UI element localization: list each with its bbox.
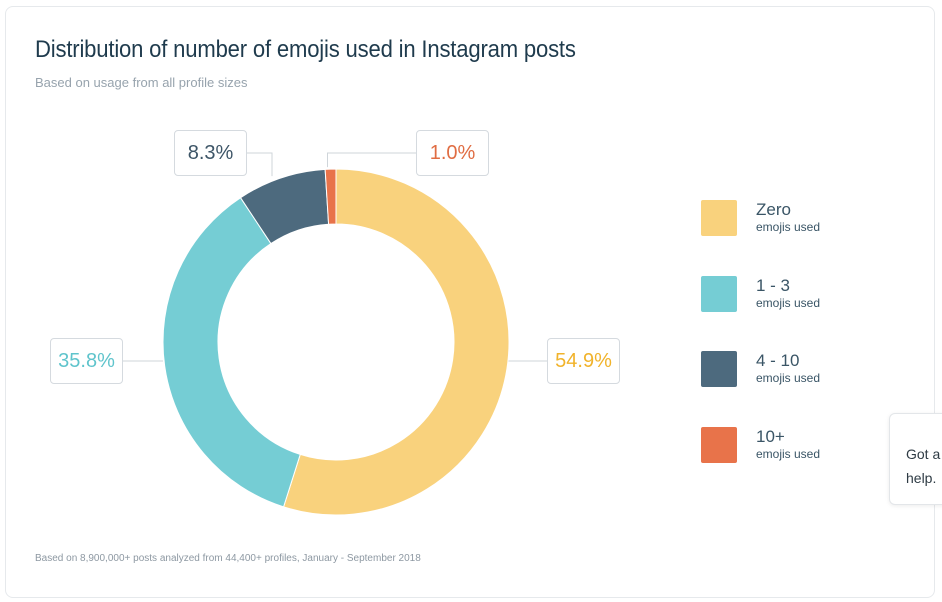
legend-swatch xyxy=(701,276,737,312)
data-label: 8.3% xyxy=(174,130,247,176)
callout-leader-line xyxy=(327,152,416,168)
chat-widget-line: Got a xyxy=(906,446,941,462)
legend-swatch xyxy=(701,427,737,463)
legend-label: 10+ xyxy=(756,427,785,446)
donut-slice-10- xyxy=(324,168,337,225)
legend-sublabel: emojis used xyxy=(756,447,821,461)
donut-slice-zero xyxy=(282,168,510,516)
legend-sublabel: emojis used xyxy=(756,371,821,385)
chart-title: Distribution of number of emojis used in… xyxy=(35,36,576,63)
legend-swatch xyxy=(701,351,737,387)
legend-label: Zero xyxy=(756,200,791,219)
chat-widget[interactable]: Got a help. xyxy=(889,413,942,505)
chart-footnote: Based on 8,900,000+ posts analyzed from … xyxy=(35,553,421,564)
legend-swatch xyxy=(701,200,737,236)
chart-subtitle: Based on usage from all profile sizes xyxy=(35,75,248,90)
chat-widget-line: help. xyxy=(906,470,937,486)
data-label: 54.9% xyxy=(547,338,620,384)
data-label: 1.0% xyxy=(416,130,489,176)
data-label: 35.8% xyxy=(50,338,123,384)
callout-leader-line xyxy=(247,152,273,177)
legend-label: 1 - 3 xyxy=(756,276,791,295)
legend-label: 4 - 10 xyxy=(756,351,800,370)
donut-slice-1-3 xyxy=(162,197,301,508)
legend-sublabel: emojis used xyxy=(756,220,821,234)
legend-sublabel: emojis used xyxy=(756,296,821,310)
